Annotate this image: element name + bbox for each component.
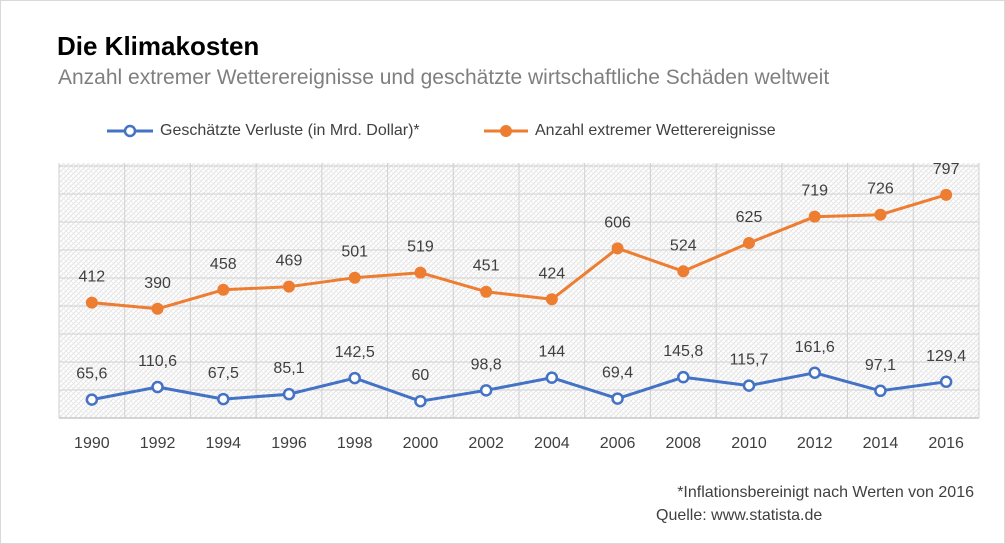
series-0-data-label: 65,6 xyxy=(76,366,107,383)
series-1-data-label: 458 xyxy=(210,256,237,273)
series-0-data-label: 85,1 xyxy=(273,360,304,377)
series-1-data-label: 524 xyxy=(670,237,697,254)
series-0-line xyxy=(90,371,948,403)
series-0-marker xyxy=(939,375,953,389)
series-0-marker xyxy=(85,393,99,406)
series-0-data-label: 129,4 xyxy=(926,348,966,365)
series-1-marker xyxy=(348,271,361,284)
series-1-marker xyxy=(545,293,558,306)
series-lines-and-markers xyxy=(85,188,953,408)
series-1-marker xyxy=(283,280,295,293)
x-tick-label: 2008 xyxy=(665,435,701,452)
legend-item-estimated-losses: Geschätzte Verluste (in Mrd. Dollar)* xyxy=(107,121,420,141)
x-tick-label: 2000 xyxy=(403,435,439,452)
x-tick-label: 1994 xyxy=(205,435,241,452)
series-1-marker xyxy=(151,302,164,315)
series-1-marker xyxy=(85,296,98,309)
series-1-marker xyxy=(217,283,230,296)
legend-line-marker-icon xyxy=(107,124,153,138)
series-1-data-label: 606 xyxy=(604,214,631,231)
footnote: *Inflationsbereinigt nach Werten von 201… xyxy=(677,484,974,501)
chart-subtitle: Anzahl extremer Wetterereignisse und ges… xyxy=(58,66,830,89)
series-1-data-label: 469 xyxy=(276,253,303,270)
x-tick-label: 1992 xyxy=(140,435,176,452)
series-1-marker xyxy=(611,242,624,255)
series-0-data-label: 142,5 xyxy=(335,344,375,361)
series-0-data-label: 110,6 xyxy=(138,353,177,370)
series-1-line xyxy=(90,193,948,311)
series-0-marker xyxy=(742,379,756,392)
series-0-marker xyxy=(874,384,887,398)
series-0-data-label: 97,1 xyxy=(865,357,896,374)
x-tick-label: 2002 xyxy=(468,435,504,452)
series-0-marker xyxy=(151,380,164,394)
series-0-data-label: 144 xyxy=(539,344,566,361)
series-1-data-label: 390 xyxy=(144,275,171,292)
legend-item-extreme-weather-events: Anzahl extremer Wetterereignisse xyxy=(484,121,776,141)
series-1-data-label: 797 xyxy=(933,161,960,178)
series-0-marker xyxy=(611,392,624,405)
x-tick-label: 2006 xyxy=(600,435,636,452)
series-0-marker xyxy=(348,371,361,385)
series-1-data-label: 719 xyxy=(801,183,828,200)
series-0-data-label: 161,6 xyxy=(795,339,835,356)
series-1-data-label: 451 xyxy=(473,258,500,275)
series-1-data-label: 519 xyxy=(407,239,434,256)
series-1-data-label: 424 xyxy=(539,265,566,282)
legend-line-marker-icon xyxy=(484,125,528,137)
series-1-data-label: 625 xyxy=(736,209,763,226)
x-tick-label: 1998 xyxy=(337,435,373,452)
x-tick-label: 2014 xyxy=(863,435,899,452)
x-tick-label: 2010 xyxy=(731,435,767,452)
series-1-marker xyxy=(874,208,887,221)
series-0-marker xyxy=(808,366,821,380)
series-0-data-label: 69,4 xyxy=(602,365,633,382)
series-0-marker xyxy=(217,392,230,406)
chart-title: Die Klimakosten xyxy=(57,31,260,61)
x-axis: 1990 1992 1994 1996 1998 2000 2002 2004 2006 2008… xyxy=(59,417,979,452)
x-tick-label: 1996 xyxy=(271,435,307,452)
series-1-data-label: 501 xyxy=(341,244,368,261)
gridlines xyxy=(58,163,980,418)
source-note: Quelle: www.statista.de xyxy=(656,507,823,524)
series-1-data-label: 412 xyxy=(79,269,106,286)
series-1-marker xyxy=(808,210,821,223)
x-tick-label: 1990 xyxy=(74,435,110,452)
series-1-marker xyxy=(480,285,493,298)
series-0-data-label: 98,8 xyxy=(471,356,502,373)
data-labels: 65,6 110,6 67,5 85,1 142,5 60 98,8 144 69,4 145,8… xyxy=(76,161,966,384)
series-1-marker xyxy=(743,237,755,249)
series-0-marker xyxy=(282,387,296,401)
x-tick-label: 2012 xyxy=(797,435,833,452)
series-1-marker xyxy=(677,265,690,278)
series-0-data-label: 145,8 xyxy=(663,343,703,360)
legend-label: Geschätzte Verluste (in Mrd. Dollar)* xyxy=(160,122,420,139)
series-0-marker xyxy=(479,384,493,397)
series-1-data-label: 726 xyxy=(867,181,894,198)
series-0-marker xyxy=(414,394,427,408)
series-1-marker xyxy=(940,188,953,201)
series-0-marker xyxy=(545,371,559,384)
series-0-data-label: 115,7 xyxy=(730,352,769,369)
x-tick-label: 2016 xyxy=(928,435,964,452)
series-0-data-label: 60 xyxy=(412,367,430,384)
legend-label: Anzahl extremer Wetterereignisse xyxy=(535,122,776,139)
x-tick-label: 2004 xyxy=(534,435,570,452)
series-1-marker xyxy=(414,266,427,279)
series-0-marker xyxy=(677,370,690,384)
series-0-data-label: 67,5 xyxy=(208,365,239,382)
